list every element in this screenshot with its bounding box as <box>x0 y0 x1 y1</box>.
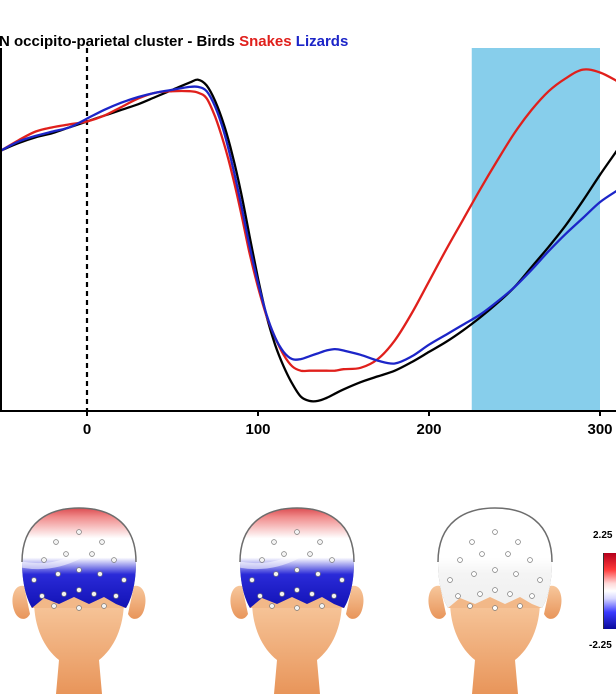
head-map-graphic <box>222 500 372 694</box>
electrode-dot <box>448 578 453 583</box>
electrode-dot <box>122 578 127 583</box>
electrode-dot <box>258 594 263 599</box>
electrode-dot <box>280 592 285 597</box>
electrode-dot <box>295 530 300 535</box>
electrode-dot <box>480 552 485 557</box>
electrode-dot <box>260 558 265 563</box>
highlight-window <box>472 48 600 411</box>
electrode-dot <box>77 606 82 611</box>
electrode-dot <box>316 572 321 577</box>
electrode-dot <box>295 568 300 573</box>
electrode-dot <box>40 594 45 599</box>
electrode-dot <box>310 592 315 597</box>
electrode-dot <box>514 572 519 577</box>
electrode-dot <box>92 592 97 597</box>
electrode-dot <box>90 552 95 557</box>
electrode-dot <box>250 578 255 583</box>
electrode-dot <box>538 578 543 583</box>
electrode-dot <box>56 572 61 577</box>
electrode-dot <box>295 588 300 593</box>
electrode-dot <box>32 578 37 583</box>
electrode-dot <box>282 552 287 557</box>
electrode-dot <box>318 540 323 545</box>
head-map-graphic <box>4 500 154 694</box>
electrode-dot <box>340 578 345 583</box>
electrode-dot <box>508 592 513 597</box>
title-lizards: Lizards <box>296 33 349 50</box>
electrode-dot <box>332 594 337 599</box>
electrode-dot <box>493 568 498 573</box>
electrode-dot <box>77 588 82 593</box>
electrode-dot <box>470 540 475 545</box>
colorbar-min-label: -2.25 <box>589 640 612 651</box>
electrode-dot <box>272 540 277 545</box>
electrode-dot <box>77 530 82 535</box>
colorbar <box>603 553 616 629</box>
head-map-graphic <box>420 500 570 694</box>
topomap-lizards <box>420 500 570 694</box>
electrode-dot <box>320 604 325 609</box>
electrode-dot <box>102 604 107 609</box>
electrode-dot <box>506 552 511 557</box>
title-prefix: N occipito-parietal cluster - Birds <box>0 33 239 50</box>
electrode-dot <box>77 568 82 573</box>
electrode-dot <box>114 594 119 599</box>
electrode-dot <box>493 606 498 611</box>
electrode-dot <box>478 592 483 597</box>
topomap-birds <box>4 500 154 694</box>
x-tick-label: 200 <box>416 421 441 438</box>
electrode-dot <box>456 594 461 599</box>
electrode-dot <box>274 572 279 577</box>
electrode-dot <box>493 530 498 535</box>
electrode-dot <box>270 604 275 609</box>
electrode-dot <box>52 604 57 609</box>
electrode-dot <box>468 604 473 609</box>
x-tick-label: 300 <box>587 421 612 438</box>
electrode-dot <box>330 558 335 563</box>
colorbar-max-label: 2.25 <box>593 530 612 541</box>
chart-title: N occipito-parietal cluster - Birds Snak… <box>0 33 348 50</box>
electrode-dot <box>64 552 69 557</box>
electrode-dot <box>528 558 533 563</box>
x-tick-label: 0 <box>83 421 91 438</box>
electrode-dot <box>472 572 477 577</box>
erp-chart: 0 100 200 300 N occipito-parietal cluster -… <box>0 0 616 500</box>
electrode-dot <box>112 558 117 563</box>
electrode-dot <box>516 540 521 545</box>
electrode-dot <box>62 592 67 597</box>
electrode-dot <box>458 558 463 563</box>
electrode-dot <box>308 552 313 557</box>
title-snakes: Snakes <box>239 33 292 50</box>
electrode-dot <box>54 540 59 545</box>
topomap-snakes <box>222 500 372 694</box>
electrode-dot <box>530 594 535 599</box>
electrode-dot <box>42 558 47 563</box>
electrode-dot <box>100 540 105 545</box>
electrode-dot <box>98 572 103 577</box>
electrode-dot <box>493 588 498 593</box>
electrode-dot <box>518 604 523 609</box>
electrode-dot <box>295 606 300 611</box>
x-tick-label: 100 <box>245 421 270 438</box>
